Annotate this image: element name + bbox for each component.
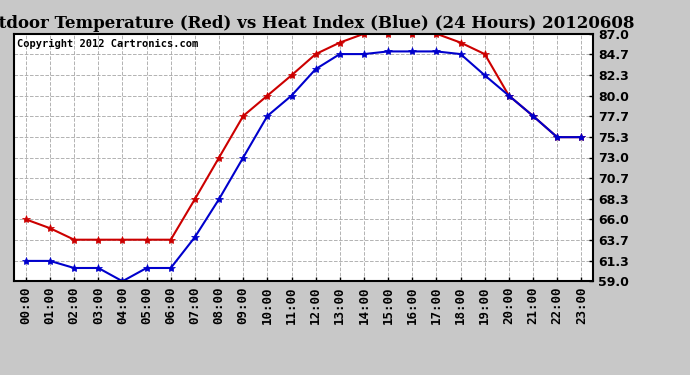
- Title: Outdoor Temperature (Red) vs Heat Index (Blue) (24 Hours) 20120608: Outdoor Temperature (Red) vs Heat Index …: [0, 15, 635, 32]
- Text: Copyright 2012 Cartronics.com: Copyright 2012 Cartronics.com: [17, 39, 198, 49]
